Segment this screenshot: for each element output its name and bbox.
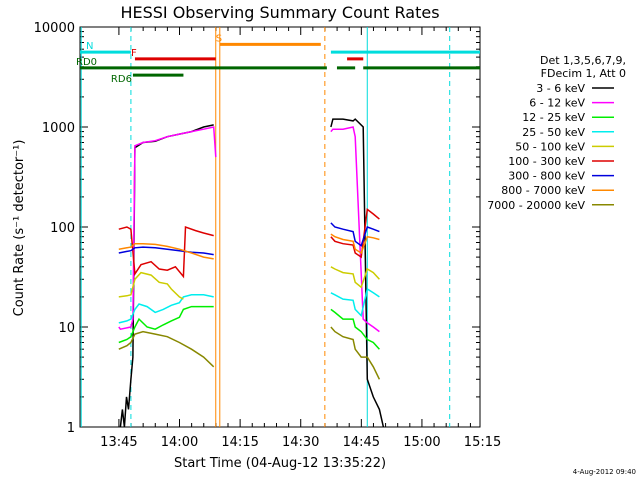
y-tick-label: 1 — [67, 421, 75, 436]
chart-title: HESSI Observing Summary Count Rates — [120, 3, 439, 22]
series-line — [330, 308, 380, 350]
series-line — [118, 126, 217, 331]
y-tick-label: 10000 — [34, 21, 75, 36]
series-line — [330, 266, 380, 289]
y-tick-label: 1000 — [42, 121, 75, 136]
legend-header-line-1: Det 1,3,5,6,7,9, — [540, 54, 626, 67]
footer-timestamp: 4-Aug-2012 09:40 — [573, 468, 636, 476]
y-tick-label: 10 — [58, 321, 75, 336]
legend-label: 25 - 50 keV — [522, 126, 585, 139]
series-line — [118, 271, 184, 300]
flag-label: RD0 — [76, 57, 97, 68]
legend-label: 6 - 12 keV — [529, 97, 585, 110]
series-line — [330, 126, 380, 333]
series-line — [330, 287, 380, 318]
series-line — [330, 222, 380, 247]
x-tick-label: 15:00 — [403, 435, 440, 450]
legend-label: 100 - 300 keV — [508, 155, 585, 168]
series-line — [118, 330, 215, 368]
series-line — [118, 294, 214, 324]
series-line — [118, 242, 214, 260]
y-tick-label: 100 — [50, 221, 75, 236]
x-tick-label: 14:00 — [161, 435, 198, 450]
legend-label: 3 - 6 keV — [536, 82, 585, 95]
plot-frame — [79, 26, 481, 428]
x-tick-label: 14:15 — [221, 435, 258, 450]
flag-label: N — [86, 41, 93, 52]
flag-label: F — [131, 48, 137, 59]
series-line — [330, 233, 380, 255]
series-line — [118, 225, 214, 279]
legend-label: 800 - 7000 keV — [501, 184, 585, 197]
flag-label: RD6 — [111, 74, 132, 85]
x-tick-label: 14:45 — [343, 435, 380, 450]
legend-label: 300 - 800 keV — [508, 170, 585, 183]
y-axis-label: Count Rate (s⁻¹ detector⁻¹) — [12, 140, 27, 317]
x-axis-label: Start Time (04-Aug-12 13:35:22) — [174, 456, 386, 471]
flag-label: S — [216, 33, 222, 44]
legend-label: 12 - 25 keV — [522, 111, 585, 124]
x-tick-label: 15:15 — [464, 435, 501, 450]
legend-header-line-2: FDecim 1, Att 0 — [541, 67, 626, 80]
series-line — [330, 118, 385, 428]
series-line — [330, 208, 380, 259]
series-line — [118, 305, 214, 344]
x-tick-label: 14:30 — [282, 435, 319, 450]
legend-label: 50 - 100 keV — [515, 140, 585, 153]
series-line — [118, 246, 214, 256]
legend-label: 7000 - 20000 keV — [487, 199, 585, 212]
series-line — [330, 326, 381, 380]
x-tick-label: 13:45 — [100, 435, 137, 450]
